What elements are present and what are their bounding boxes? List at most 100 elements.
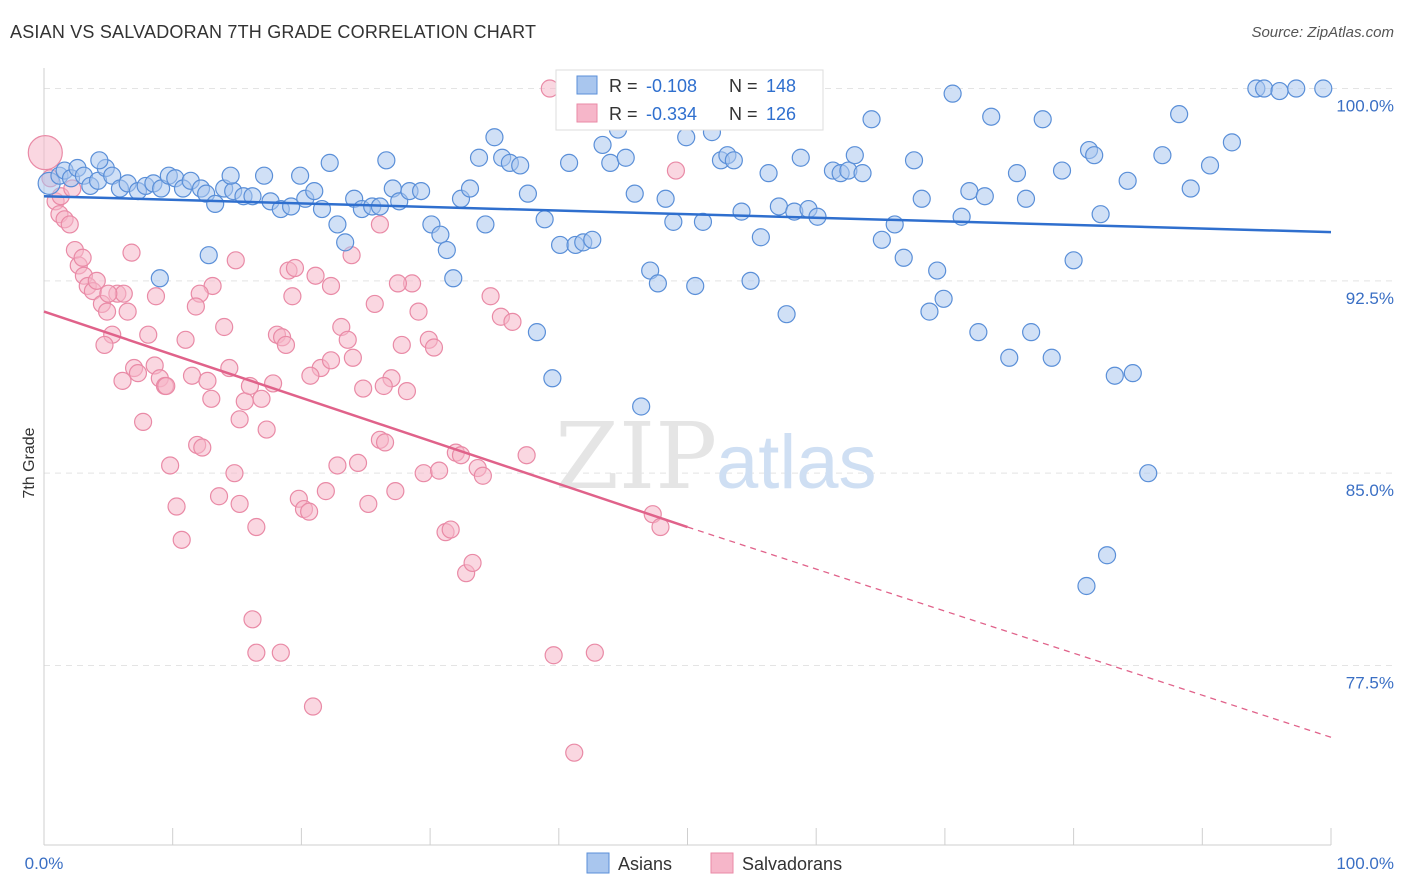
salvadoran-point	[321, 276, 341, 296]
asian-point	[1077, 576, 1096, 596]
legend-swatch-salvadorans	[710, 852, 734, 874]
series-legend: Asians Salvadorans	[586, 852, 842, 874]
y-axis-label: 7th Grade	[21, 427, 38, 498]
salvadoran-point	[463, 553, 482, 573]
asian-point	[677, 128, 696, 147]
salvadorans-points	[27, 79, 796, 762]
asian-point	[411, 181, 431, 201]
salvadoran-point	[247, 643, 266, 662]
asian-point	[476, 215, 495, 234]
asian-point	[328, 215, 347, 234]
salvadoran-point	[374, 376, 393, 396]
asians-points	[37, 79, 1333, 596]
salvadoran-point	[230, 494, 249, 514]
asian-point	[1153, 146, 1172, 165]
salvadoran-point	[316, 482, 335, 501]
salvadoran-point	[172, 530, 191, 549]
stats-n-value-asians: 148	[766, 76, 796, 96]
watermark-zip: ZIP	[555, 403, 717, 510]
asian-point	[550, 235, 570, 255]
asian-point	[543, 369, 562, 388]
asian-point	[469, 148, 489, 167]
asian-point	[243, 187, 262, 206]
asian-point	[593, 135, 612, 155]
y-tick-label-2: 85.0%	[1346, 481, 1394, 500]
asian-point	[1000, 348, 1019, 367]
asian-point	[1052, 161, 1072, 180]
asian-point	[656, 189, 675, 208]
salvadoran-point	[338, 330, 357, 349]
salvadoran-point	[176, 330, 195, 349]
salvadoran-point	[235, 392, 254, 411]
asian-point	[791, 148, 810, 167]
watermark-atlas: atlas	[716, 420, 877, 505]
chart-title: ASIAN VS SALVADORAN 7TH GRADE CORRELATIO…	[10, 22, 537, 42]
salvadoran-point	[73, 248, 92, 267]
asian-point	[1097, 546, 1117, 565]
salvadoran-point	[283, 287, 302, 306]
stats-legend: R = -0.108 N = 148 R = -0.334 N = 126	[555, 69, 824, 131]
salvadoran-point	[306, 266, 325, 285]
asian-point	[559, 153, 579, 172]
salvadoran-point	[186, 297, 205, 316]
asians-trend-line	[43, 194, 1332, 234]
salvadoran-point	[271, 643, 290, 662]
salvadoran-point	[409, 302, 428, 321]
salvadoran-point	[95, 335, 114, 355]
asian-point	[460, 179, 480, 198]
salvadoran-point	[386, 482, 405, 501]
asian-point	[1085, 146, 1104, 165]
asian-point	[777, 305, 796, 324]
asian-point	[1118, 171, 1137, 190]
salvadoran-point	[60, 215, 79, 234]
asian-point	[1105, 366, 1124, 385]
asian-point	[377, 151, 396, 170]
salvadorans-trend-line	[43, 310, 688, 529]
asian-point	[254, 166, 274, 185]
legend-label-asians: Asians	[618, 854, 672, 874]
asian-point	[527, 323, 547, 342]
salvadoran-point	[226, 251, 245, 270]
stats-legend-box	[555, 69, 824, 131]
salvadoran-point	[209, 487, 229, 506]
asian-point	[616, 148, 635, 167]
asian-point	[751, 228, 770, 247]
asian-point	[1091, 205, 1110, 224]
asian-point	[872, 230, 891, 249]
salvadoran-point	[157, 376, 176, 396]
salvadoran-point	[202, 389, 221, 408]
asian-point	[969, 323, 988, 342]
salvadoran-point	[118, 302, 137, 321]
salvadoran-point	[666, 161, 686, 180]
asian-point	[982, 107, 1001, 126]
salvadoran-point	[257, 420, 276, 439]
salvadoran-point	[193, 438, 212, 457]
salvadoran-point	[414, 464, 433, 483]
salvadoran-point	[99, 284, 118, 303]
asian-point	[601, 153, 620, 172]
asian-point	[336, 233, 355, 252]
salvadoran-point	[113, 371, 132, 390]
asian-point	[1287, 79, 1306, 98]
asian-point	[920, 302, 939, 321]
y-tick-label-0: 100.0%	[1336, 97, 1394, 116]
asian-point	[1254, 79, 1274, 98]
asian-point	[862, 110, 881, 129]
salvadoran-point	[503, 312, 522, 331]
salvadoran-point	[276, 335, 296, 355]
asian-point	[511, 156, 530, 175]
salvadoran-point	[230, 410, 249, 429]
asian-point	[1042, 348, 1061, 367]
salvadoran-point	[133, 412, 153, 431]
asian-point	[305, 181, 324, 201]
trend-lines	[43, 194, 1332, 738]
asian-point	[912, 189, 931, 208]
salvadoran-point	[397, 382, 417, 401]
asian-point	[1222, 133, 1242, 152]
salvadoran-point	[167, 497, 186, 516]
salvadoran-point	[388, 274, 408, 293]
asian-point	[291, 166, 310, 185]
asian-point	[221, 166, 240, 185]
salvadoran-point	[424, 338, 444, 357]
salvadoran-point	[146, 287, 166, 306]
